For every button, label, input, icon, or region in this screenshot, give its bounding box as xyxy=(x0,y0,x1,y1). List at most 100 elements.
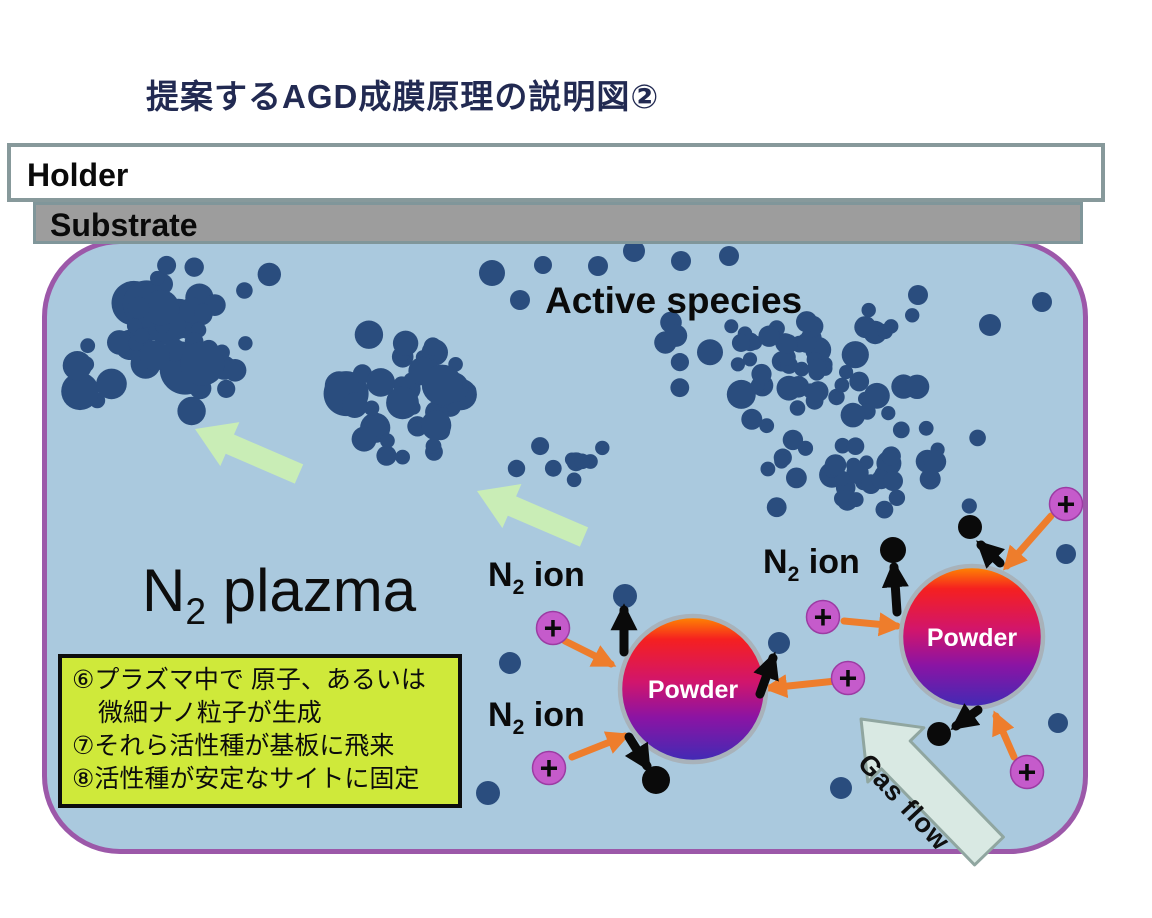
ion-impact-arrow xyxy=(992,710,1018,761)
particle-dot xyxy=(544,459,562,477)
particle-dot xyxy=(834,437,851,454)
ion-plus-symbol: + xyxy=(1057,486,1076,522)
note-line-6: ⑥プラズマ中で 原子、あるいは xyxy=(72,666,426,694)
particle-dot xyxy=(392,330,419,356)
ion-impact-arrow xyxy=(763,674,840,699)
particle-dot xyxy=(150,270,165,286)
particle-dot xyxy=(670,378,690,398)
particle-dot xyxy=(354,320,384,349)
particle-dot xyxy=(841,341,869,369)
ion-circle xyxy=(1009,754,1045,790)
particle-dot xyxy=(861,302,876,318)
particle-dot xyxy=(421,410,452,441)
particle-dot xyxy=(766,497,787,518)
particle-dot xyxy=(883,471,903,491)
ion-circle xyxy=(1048,486,1084,522)
particle-dot xyxy=(177,396,206,426)
particle-dot xyxy=(476,781,500,805)
particle-dot xyxy=(341,392,368,419)
gas-flow-arrow xyxy=(859,717,1005,867)
n2-ion-label-3: N2 ion xyxy=(488,696,585,739)
particle-dot xyxy=(510,290,530,310)
particle-dot xyxy=(257,262,281,287)
particle-dot xyxy=(919,468,941,490)
particle-dot xyxy=(507,459,526,478)
particle-dot xyxy=(194,303,212,322)
ejected-particle-dot xyxy=(642,766,670,794)
particle-dot xyxy=(776,375,802,401)
ion-circle xyxy=(830,660,866,696)
particle-dot xyxy=(236,282,253,299)
ejected-species-arrow xyxy=(624,732,652,772)
particle-dot xyxy=(425,438,442,454)
ion-plus-symbol: + xyxy=(814,599,833,635)
particle-dot xyxy=(730,357,746,372)
particle-dot xyxy=(479,260,505,286)
particle-dot xyxy=(107,330,132,355)
deposition-arrow xyxy=(195,422,304,484)
process-note-box: ⑥プラズマ中で 原子、あるいは 微細ナノ粒子が生成 ⑦それら活性種が基板に飛来 … xyxy=(58,654,462,808)
ejected-species-arrow xyxy=(753,651,779,699)
particle-dot xyxy=(223,359,247,382)
particle-dot xyxy=(595,440,610,456)
particle-dot xyxy=(848,492,864,508)
particle-dot xyxy=(760,461,776,477)
ion-plus-symbol: + xyxy=(544,610,563,646)
particle-dot xyxy=(905,308,920,323)
particle-dot xyxy=(969,429,986,447)
particle-dot xyxy=(777,334,798,354)
particle-dot xyxy=(664,324,688,347)
particle-dot xyxy=(534,256,552,274)
particle-dot xyxy=(807,381,829,402)
particle-dot xyxy=(96,368,127,400)
particle-dot xyxy=(923,450,947,473)
holder-bar: Holder xyxy=(7,143,1105,202)
ion-plus-symbol: + xyxy=(540,750,559,786)
particle-dot xyxy=(366,368,396,397)
particle-dot xyxy=(881,406,896,421)
particle-dot xyxy=(61,372,99,411)
particle-dot xyxy=(834,377,850,393)
ion-impact-arrow xyxy=(840,612,903,637)
particle-dot xyxy=(789,400,806,416)
particle-dot xyxy=(217,379,236,398)
particle-dot xyxy=(759,418,775,434)
particle-dot-field xyxy=(61,240,1076,805)
particle-dot xyxy=(380,433,395,449)
particle-dot xyxy=(782,429,804,451)
particle-dot xyxy=(363,400,380,416)
particle-dot xyxy=(697,339,723,366)
ion-impact-arrow xyxy=(561,637,617,668)
particle-dot xyxy=(961,498,977,514)
particle-dot xyxy=(184,257,204,277)
particle-dot xyxy=(877,323,893,340)
ion-circle xyxy=(805,599,841,635)
particle-dot xyxy=(881,446,901,466)
particle-dot xyxy=(742,352,758,367)
particle-dot xyxy=(421,364,463,406)
particle-dot xyxy=(774,454,789,469)
particle-dot xyxy=(786,467,807,489)
note-line-6b: 微細ナノ粒子が生成 xyxy=(98,699,322,727)
powder-sphere-label: Powder xyxy=(927,624,1018,652)
particle-dot xyxy=(531,437,550,456)
particle-dot xyxy=(143,289,180,326)
n2-ion-label-1: N2 ion xyxy=(488,556,585,599)
page-title: 提案するAGD成膜原理の説明図② xyxy=(146,78,660,115)
particle-dot xyxy=(134,328,150,344)
ejected-particle-dot xyxy=(958,515,982,539)
particle-dot xyxy=(671,251,691,271)
particle-dot xyxy=(875,500,894,519)
holder-label: Holder xyxy=(27,157,129,193)
substrate-bar: Substrate xyxy=(33,202,1083,244)
particle-dot xyxy=(395,449,410,465)
deposition-arrow xyxy=(477,484,589,547)
particle-dot xyxy=(751,363,772,385)
ejected-species-arrow xyxy=(976,540,1005,569)
particle-dot xyxy=(423,337,442,356)
particle-dot xyxy=(719,246,739,266)
substrate-label: Substrate xyxy=(50,207,198,243)
particle-dot xyxy=(794,361,810,377)
particle-dot xyxy=(588,256,608,276)
